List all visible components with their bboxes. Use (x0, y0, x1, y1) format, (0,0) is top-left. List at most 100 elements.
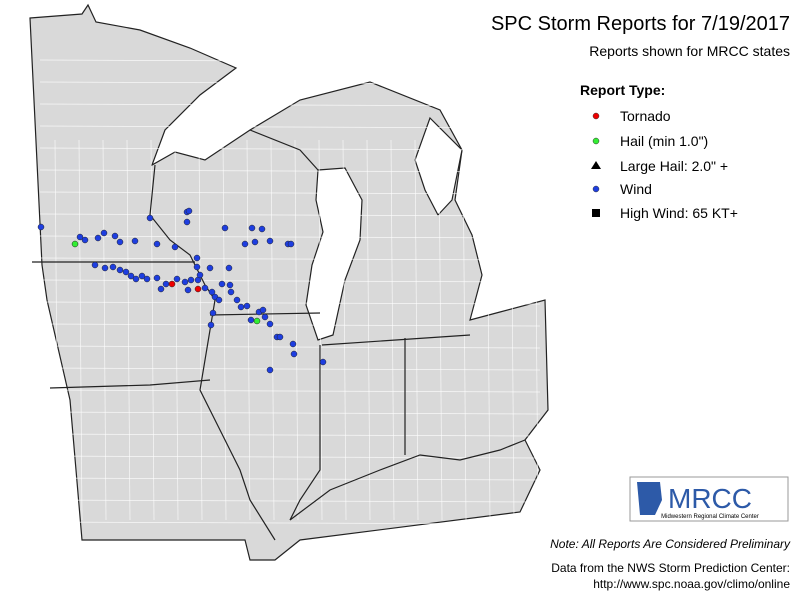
wind-report (193, 254, 201, 262)
wind-report (116, 238, 124, 246)
wind-report (319, 358, 327, 366)
wind-report (173, 275, 181, 283)
wind-report (258, 225, 266, 233)
wind-report (76, 233, 84, 241)
wind-report (116, 266, 124, 274)
county-line (102, 139, 107, 521)
logo-name: MRCC (668, 483, 752, 514)
border (321, 334, 471, 346)
wind-report (241, 240, 249, 248)
county-line (390, 139, 395, 521)
wind-report (127, 272, 135, 280)
wind-report (206, 264, 214, 272)
source: Data from the NWS Storm Prediction Cente… (551, 561, 790, 575)
wind-report (183, 218, 191, 226)
wind-report (237, 303, 245, 311)
county-lines (39, 59, 541, 525)
wind-report (91, 261, 99, 269)
wind-report (247, 316, 255, 324)
subtitle: Reports shown for MRCC states (589, 43, 790, 59)
wind-report (122, 268, 130, 276)
county-line (39, 323, 541, 327)
border (249, 129, 319, 171)
wind-report (259, 306, 267, 314)
wind-report (101, 264, 109, 272)
tornado-report (194, 285, 202, 293)
wind-report (226, 281, 234, 289)
hail-report (253, 317, 261, 325)
county-line (54, 139, 59, 521)
wind-report (94, 234, 102, 242)
wind-report (196, 271, 204, 279)
county-line (39, 521, 541, 525)
wind-report (143, 275, 151, 283)
county-line (39, 455, 541, 459)
source-url: http://www.spc.noaa.gov/climo/online (593, 577, 790, 591)
wind-report (290, 350, 298, 358)
wind-report (251, 238, 259, 246)
county-line (438, 139, 443, 521)
wind-report (227, 288, 235, 296)
wind-report (287, 240, 295, 248)
wind-report (233, 296, 241, 304)
wind-report (162, 280, 170, 288)
logo-caption: Midwestern Regional Climate Center (661, 514, 759, 520)
legend: Tornado Hail (min 1.0") Large Hail: 2.0"… (591, 108, 738, 221)
county-line (39, 301, 541, 305)
wind-report (276, 333, 284, 341)
county-line (39, 345, 541, 349)
legend-marker (592, 112, 600, 120)
county-line (39, 433, 541, 437)
title: SPC Storm Reports for 7/19/2017 (491, 13, 790, 35)
county-line (39, 477, 541, 481)
reports (37, 207, 327, 374)
county-line (486, 139, 491, 521)
legend-item: Hail (min 1.0") (620, 133, 708, 149)
legend-marker (591, 161, 601, 169)
county-line (39, 235, 541, 239)
logo-map (637, 482, 662, 515)
wind-report (193, 263, 201, 271)
county-line (39, 389, 541, 393)
county-line (39, 103, 541, 107)
county-line (39, 191, 541, 195)
legend-title: Report Type: (580, 82, 665, 98)
wind-report (100, 229, 108, 237)
wind-report (81, 236, 89, 244)
wind-report (184, 286, 192, 294)
legend-item: Wind (620, 181, 652, 197)
county-line (39, 59, 541, 63)
county-line (78, 139, 83, 521)
wind-report (289, 340, 297, 348)
county-line (294, 139, 299, 521)
county-line (39, 81, 541, 85)
county-line (39, 279, 541, 283)
note: Note: All Reports Are Considered Prelimi… (550, 537, 791, 551)
wind-report (218, 280, 226, 288)
legend-item: Tornado (620, 108, 671, 124)
wind-report (132, 275, 140, 283)
wind-report (171, 243, 179, 251)
wind-report (111, 232, 119, 240)
border (49, 379, 211, 389)
wind-report (37, 223, 45, 231)
county-line (39, 169, 541, 173)
county-line (39, 125, 541, 129)
wind-report (243, 302, 251, 310)
wind-report (201, 284, 209, 292)
wind-report (153, 274, 161, 282)
legend-marker (592, 209, 600, 217)
county-line (366, 139, 371, 521)
wind-report (215, 296, 223, 304)
county-line (462, 139, 467, 521)
legend-item: Large Hail: 2.0" + (620, 158, 728, 174)
wind-report (207, 321, 215, 329)
wind-report (266, 366, 274, 374)
wind-report (131, 237, 139, 245)
wind-report (187, 276, 195, 284)
wind-report (157, 285, 165, 293)
county-line (510, 139, 515, 521)
county-line (534, 139, 539, 521)
